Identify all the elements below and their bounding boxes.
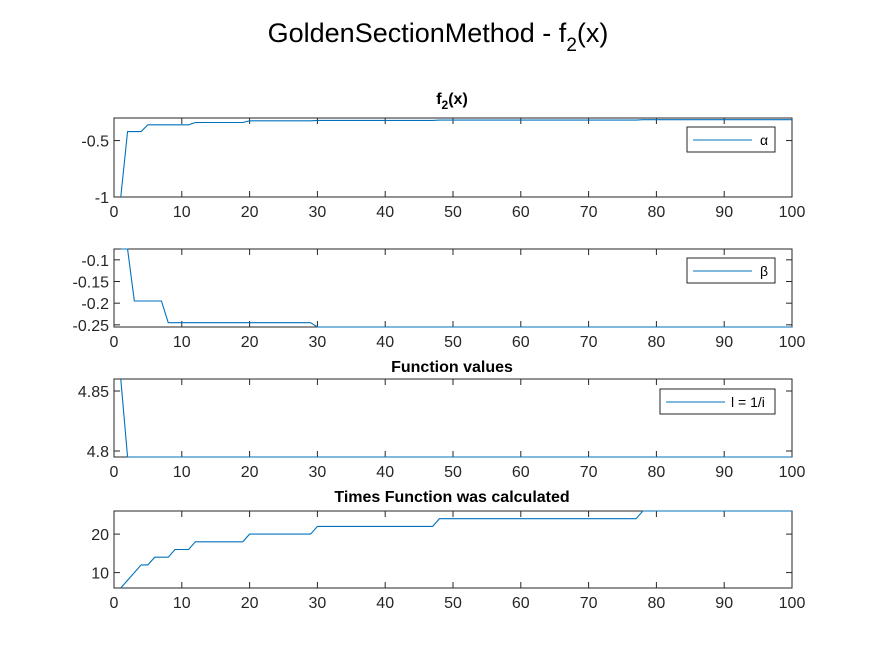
x-tick-label: 90 xyxy=(715,334,733,351)
x-tick-label: 0 xyxy=(110,334,119,351)
x-tick-label: 70 xyxy=(580,334,598,351)
legend: β xyxy=(686,257,776,284)
x-tick-label: 100 xyxy=(779,334,806,351)
y-tick-label: -0.1 xyxy=(81,253,109,270)
y-tick-label: -0.5 xyxy=(81,134,109,151)
x-tick-label: 50 xyxy=(444,464,462,481)
y-tick-label: -1 xyxy=(95,190,109,207)
axes-box xyxy=(113,248,793,328)
x-tick-label: 90 xyxy=(715,204,733,221)
x-tick-label: 0 xyxy=(110,595,119,612)
x-tick-label: 90 xyxy=(715,464,733,481)
legend-label: l = 1/i xyxy=(731,394,765,410)
x-tick-label: 20 xyxy=(241,464,259,481)
x-tick-label: 50 xyxy=(444,334,462,351)
y-tick-label: 4.8 xyxy=(87,444,109,461)
x-tick-label: 80 xyxy=(648,464,666,481)
series-line-function-values xyxy=(120,378,792,458)
x-tick-label: 80 xyxy=(648,204,666,221)
x-tick-label: 40 xyxy=(376,334,394,351)
legend-label: α xyxy=(760,132,768,148)
x-tick-label: 20 xyxy=(241,334,259,351)
figure-title: GoldenSectionMethod - f2(x) xyxy=(268,18,609,56)
x-tick-label: 50 xyxy=(444,204,462,221)
x-tick-label: 40 xyxy=(376,204,394,221)
x-tick-label: 60 xyxy=(512,204,530,221)
x-tick-label: 30 xyxy=(309,464,327,481)
y-tick-label: 4.85 xyxy=(78,384,109,401)
x-tick-label: 30 xyxy=(309,334,327,351)
subplot-function-values: Function values 0 10 20 30 40 50 60 70 80 90 100 4.… xyxy=(78,359,806,481)
x-tick-label: 60 xyxy=(512,464,530,481)
x-tick-label: 100 xyxy=(779,595,806,612)
x-tick-label: 0 xyxy=(110,464,119,481)
subplot-alpha: f2(x) 0 10 20 30 40 50 60 70 80 90 100 -1 -0.5 α xyxy=(81,91,805,221)
y-tick-label: -0.2 xyxy=(81,296,109,313)
x-tick-label: 50 xyxy=(444,595,462,612)
x-tick-label: 70 xyxy=(580,204,598,221)
x-tick-label: 10 xyxy=(173,334,191,351)
x-tick-label: 10 xyxy=(173,595,191,612)
legend: l = 1/i xyxy=(659,388,776,415)
x-tick-label: 20 xyxy=(241,595,259,612)
x-tick-label: 100 xyxy=(779,464,806,481)
axes-box xyxy=(113,117,793,198)
subplot-beta: 0 10 20 30 40 50 60 70 80 90 100 -0.25 -0.2 -0.15 -0.1… xyxy=(73,248,806,351)
x-tick-label: 60 xyxy=(512,334,530,351)
series-line-times-calculated xyxy=(120,510,792,589)
ticks: 0 10 20 30 40 50 60 70 80 90 100 -1 -0.5 xyxy=(81,118,805,221)
subplot-title: f2(x) xyxy=(436,91,468,112)
x-tick-label: 40 xyxy=(376,464,394,481)
x-tick-label: 100 xyxy=(779,204,806,221)
x-tick-label: 90 xyxy=(715,595,733,612)
x-tick-label: 0 xyxy=(110,204,119,221)
ticks: 0 10 20 30 40 50 60 70 80 90 100 4.8 4.85 xyxy=(78,379,806,481)
legend-label: β xyxy=(760,263,768,279)
x-tick-label: 30 xyxy=(309,204,327,221)
x-tick-label: 20 xyxy=(241,204,259,221)
x-tick-label: 80 xyxy=(648,334,666,351)
series-line-beta xyxy=(120,248,792,328)
x-tick-label: 60 xyxy=(512,595,530,612)
subplot-title: Function values xyxy=(391,359,513,376)
x-tick-label: 10 xyxy=(173,464,191,481)
y-tick-label: 10 xyxy=(91,566,109,583)
y-tick-label: -0.15 xyxy=(73,275,110,292)
x-tick-label: 70 xyxy=(580,595,598,612)
x-tick-label: 40 xyxy=(376,595,394,612)
y-tick-label: 20 xyxy=(91,527,109,544)
x-tick-label: 10 xyxy=(173,204,191,221)
series-line-alpha xyxy=(120,119,792,198)
x-tick-label: 30 xyxy=(309,595,327,612)
subplot-times-calculated: Times Function was calculated 0 10 20 30 40 5… xyxy=(91,489,805,612)
legend: α xyxy=(686,126,776,153)
y-tick-label: -0.25 xyxy=(73,318,110,335)
ticks: 0 10 20 30 40 50 60 70 80 90 100 -0.25 -0.2 -0.15 -0.1 xyxy=(73,249,806,351)
axes-box xyxy=(113,510,793,589)
x-tick-label: 70 xyxy=(580,464,598,481)
x-tick-label: 80 xyxy=(648,595,666,612)
subplot-title: Times Function was calculated xyxy=(334,489,569,506)
